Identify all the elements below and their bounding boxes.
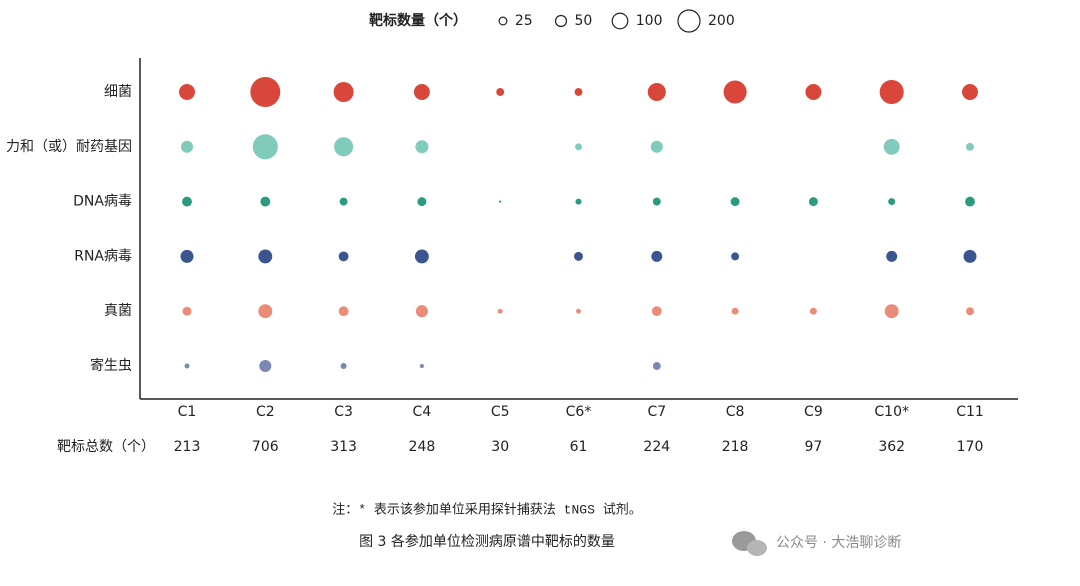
total-value: 213: [174, 439, 201, 455]
bubble: [499, 200, 502, 203]
bubble: [575, 143, 582, 151]
total-value: 706: [252, 439, 279, 455]
bubble: [414, 249, 429, 264]
bubble: [574, 88, 583, 96]
bubble: [574, 251, 583, 261]
bubble: [731, 307, 739, 315]
bubble: [182, 306, 192, 316]
watermark: 公众号 · 大浩聊诊断: [776, 535, 901, 551]
total-value: 313: [330, 439, 357, 455]
y-tick-label: DNA病毒: [73, 194, 132, 210]
bubble: [184, 363, 190, 369]
bubble: [965, 196, 975, 207]
bubble: [651, 306, 662, 317]
bubble: [419, 363, 424, 369]
bubble: [879, 79, 904, 105]
bubble: [333, 82, 354, 102]
x-tick-label: C9: [804, 404, 823, 420]
x-tick-label: C10*: [874, 404, 909, 420]
watermark-icon: [732, 531, 767, 556]
bubble: [575, 198, 582, 205]
bubble: [496, 88, 505, 96]
bubble: [805, 84, 822, 100]
bubble: [180, 140, 194, 153]
legend-bubble: [498, 16, 508, 26]
bubble: [250, 77, 281, 107]
bubble: [415, 305, 428, 318]
bubble: [966, 307, 974, 316]
bubble: [884, 304, 899, 319]
total-value: 61: [570, 439, 588, 455]
total-value: 97: [804, 439, 822, 455]
bubble: [730, 197, 740, 207]
legend-bubble: [611, 12, 629, 30]
bubble: [963, 249, 977, 263]
note: 注：* 表示该参加单位采用探针捕获法 tNGS 试剂。: [332, 501, 641, 517]
caption: 图 3 各参加单位检测病原谱中靶标的数量: [359, 533, 615, 550]
legend-title: 靶标数量（个）: [369, 12, 467, 29]
y-tick-label: RNA病毒: [74, 248, 132, 264]
x-tick-label: C4: [413, 404, 432, 420]
legend-label: 50: [575, 13, 593, 29]
bubble: [808, 197, 818, 207]
bubble: [651, 250, 663, 262]
totals-label: 靶标总数（个）: [57, 439, 155, 455]
total-value: 362: [878, 439, 905, 455]
bubble: [339, 197, 348, 206]
bubble: [258, 249, 273, 264]
bubble: [415, 140, 429, 154]
y-tick-label: 细菌: [104, 84, 132, 100]
bubble: [723, 80, 747, 104]
legend-bubble: [677, 9, 701, 33]
x-tick-label: C3: [334, 404, 353, 420]
x-tick-label: C1: [178, 404, 197, 420]
x-tick-label: C8: [726, 404, 745, 420]
total-value: 30: [491, 439, 509, 455]
bubble: [576, 308, 581, 314]
y-tick-label: 真菌: [104, 303, 132, 319]
bubble: [652, 362, 661, 370]
bubble: [338, 306, 349, 317]
x-tick-label: C5: [491, 404, 510, 420]
bubble: [413, 84, 430, 100]
bubble: [340, 362, 347, 370]
total-value: 218: [722, 439, 749, 455]
bubble: [258, 304, 273, 319]
total-value: 248: [409, 439, 436, 455]
bubble: [180, 249, 194, 263]
bubble: [883, 138, 900, 155]
legend-label: 200: [708, 13, 735, 29]
x-tick-label: C2: [256, 404, 275, 420]
total-value: 224: [643, 439, 670, 455]
bubble: [809, 307, 817, 315]
bubble: [962, 84, 978, 100]
bubble: [652, 197, 661, 206]
y-tick-label: 力和（或）耐药基因: [6, 138, 132, 155]
bubble: [886, 250, 898, 262]
bubble: [182, 196, 192, 207]
y-tick-label: 寄生虫: [90, 357, 132, 374]
bubble: [252, 134, 278, 160]
bubble: [888, 198, 896, 206]
bubble: [417, 197, 427, 207]
bubble: [731, 252, 740, 261]
legend-bubble: [554, 14, 568, 28]
bubble: [650, 140, 663, 153]
bubble: [334, 137, 354, 157]
total-value: 170: [957, 439, 984, 455]
legend-label: 100: [636, 13, 663, 29]
bubble: [497, 308, 503, 314]
bubble: [260, 196, 271, 207]
x-tick-label: C11: [956, 404, 984, 420]
legend-label: 25: [515, 13, 533, 29]
bubble: [966, 142, 974, 151]
x-tick-label: C7: [647, 404, 666, 420]
x-tick-label: C6*: [566, 404, 592, 420]
bubble: [179, 84, 195, 100]
bubble: [647, 82, 666, 102]
bubble: [338, 251, 349, 262]
bubble: [259, 359, 272, 373]
